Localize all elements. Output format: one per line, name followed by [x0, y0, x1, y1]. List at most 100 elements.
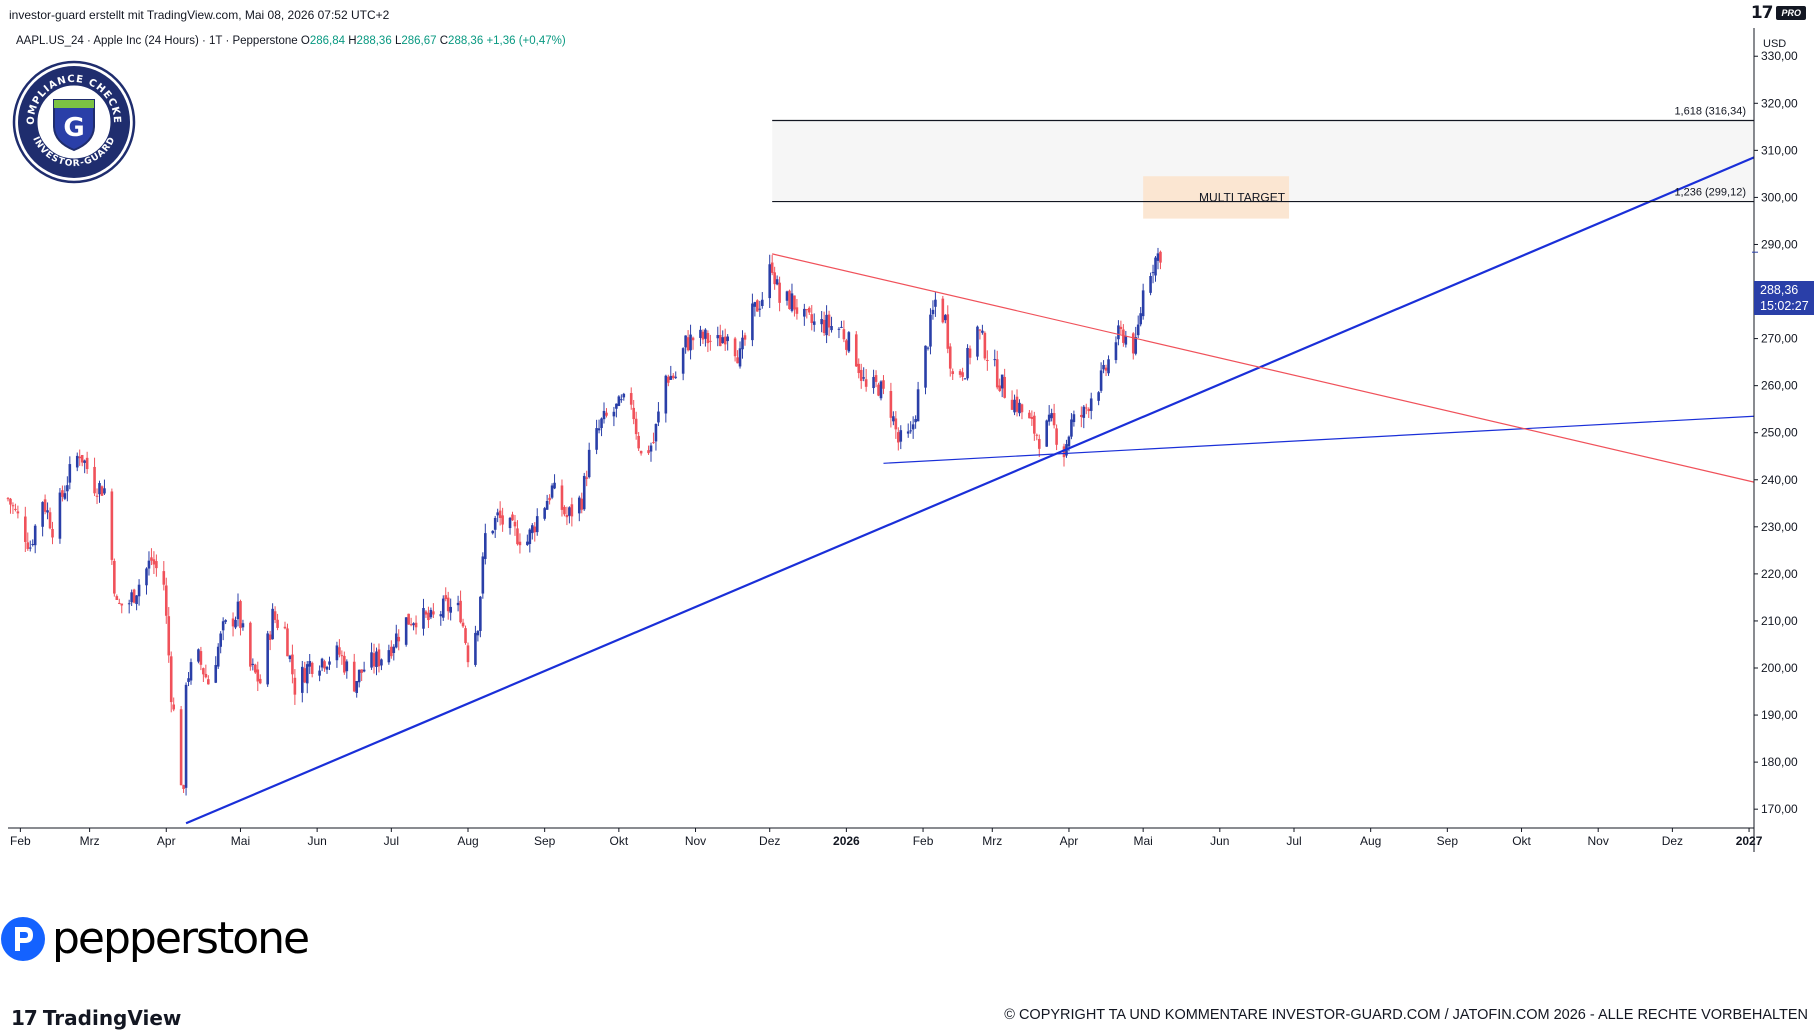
- y-tick-label: 230,00: [1761, 520, 1798, 534]
- candle-body: [286, 628, 289, 657]
- high-label: H: [348, 35, 357, 47]
- candle-body: [16, 511, 20, 514]
- candle-body: [172, 704, 175, 710]
- symbol-legend: AAPL.US_24 · Apple Inc (24 Hours) · 1T ·…: [16, 35, 566, 47]
- candle-body: [167, 616, 171, 656]
- candle-body: [476, 631, 480, 636]
- candle-body: [926, 347, 930, 349]
- candle-body: [1062, 446, 1066, 458]
- candle-body: [43, 499, 47, 512]
- candle-body: [357, 669, 361, 683]
- candle-body: [1033, 415, 1036, 434]
- candle-body: [444, 595, 448, 600]
- candle-body: [231, 618, 235, 627]
- candle-body: [85, 457, 89, 470]
- x-tick-label: Jun: [307, 834, 326, 848]
- candle-body: [862, 377, 865, 379]
- candle-body: [1082, 406, 1086, 418]
- candle-body: [785, 291, 789, 301]
- currency-label: USD: [1763, 38, 1787, 50]
- compliance-badge: COMPLIANCE CHECKED INVESTOR-GUARD G: [7, 52, 136, 189]
- candle-body: [526, 541, 529, 545]
- candle-body: [560, 485, 564, 510]
- candle-body: [266, 633, 269, 685]
- candle-body: [251, 663, 255, 665]
- close-label: C: [439, 35, 449, 47]
- candle-body: [152, 559, 156, 565]
- candle-body: [1035, 434, 1039, 436]
- candle-body: [1151, 272, 1155, 274]
- candle-body: [978, 329, 982, 331]
- candle-body: [268, 634, 272, 640]
- candle-body: [1010, 399, 1014, 410]
- candle-body: [241, 623, 245, 628]
- candle-body: [961, 372, 964, 377]
- candle-body: [704, 329, 707, 339]
- y-tick-label: 300,00: [1761, 190, 1798, 204]
- candle-body: [6, 498, 10, 500]
- candle-body: [565, 514, 569, 518]
- candle-body: [83, 460, 86, 463]
- candle-body: [404, 617, 408, 645]
- candle-body: [459, 600, 462, 623]
- fib-label: 1,236 (299,12): [1674, 187, 1746, 199]
- candle-body: [563, 506, 566, 515]
- x-tick-label: Okt: [610, 834, 629, 848]
- tradingview-pro-logo: 17 PRO: [1751, 5, 1806, 22]
- candle-body: [493, 517, 497, 530]
- candle-body: [380, 659, 383, 666]
- candle-body: [1070, 419, 1073, 437]
- last-price-value: 288,36: [1760, 283, 1799, 297]
- candle-body: [288, 655, 292, 660]
- candle-body: [1114, 342, 1118, 361]
- candle-body: [946, 314, 950, 349]
- compliance-seal-icon: COMPLIANCE CHECKED INVESTOR-GUARD G: [7, 52, 136, 184]
- candle-body: [95, 495, 99, 497]
- copyright-text: © COPYRIGHT TA UND KOMMENTARE INVESTOR-G…: [1004, 1007, 1808, 1023]
- candle-body: [622, 393, 626, 398]
- candle-body: [1067, 436, 1071, 447]
- candle-body: [352, 661, 356, 692]
- candle-body: [501, 515, 504, 525]
- candle-body: [1119, 326, 1123, 330]
- candle-body: [788, 290, 791, 310]
- candle-body: [207, 679, 210, 685]
- candle-body: [1097, 392, 1100, 401]
- candle-body: [335, 645, 339, 661]
- candle-body: [758, 308, 762, 310]
- trendline-triangle-upper: [772, 253, 1755, 483]
- candle-body: [150, 557, 153, 561]
- candle-body: [179, 709, 183, 786]
- candle-body: [657, 411, 660, 423]
- candle-body: [320, 658, 324, 668]
- candle-body: [68, 464, 72, 483]
- candle-body: [291, 654, 294, 675]
- trendline-rising-support: [185, 156, 1755, 825]
- candle-body: [78, 456, 82, 459]
- candle-body: [407, 613, 410, 625]
- candle-body: [98, 483, 101, 495]
- x-tick-label: 2026: [833, 834, 860, 848]
- x-tick-label: 2027: [1736, 834, 1763, 848]
- candle-body: [249, 622, 252, 667]
- candle-body: [770, 262, 774, 273]
- x-tick-label: Mrz: [982, 834, 1002, 848]
- candle-body: [1136, 324, 1140, 336]
- candle-body: [1003, 376, 1006, 398]
- candle-body: [214, 665, 218, 683]
- candle-body: [872, 376, 875, 389]
- x-tick-label: Apr: [1060, 834, 1079, 848]
- candle-body: [894, 418, 898, 430]
- candle-body: [681, 348, 685, 374]
- candle-body: [130, 592, 133, 603]
- candle-body: [429, 609, 433, 618]
- candle-body: [1055, 428, 1058, 445]
- candle-body: [837, 328, 841, 330]
- candle-body: [548, 497, 551, 501]
- candle-body: [1104, 367, 1108, 371]
- candle-body: [439, 614, 443, 617]
- candle-body: [602, 410, 606, 420]
- candle-body: [219, 633, 222, 647]
- candle-body: [879, 381, 883, 399]
